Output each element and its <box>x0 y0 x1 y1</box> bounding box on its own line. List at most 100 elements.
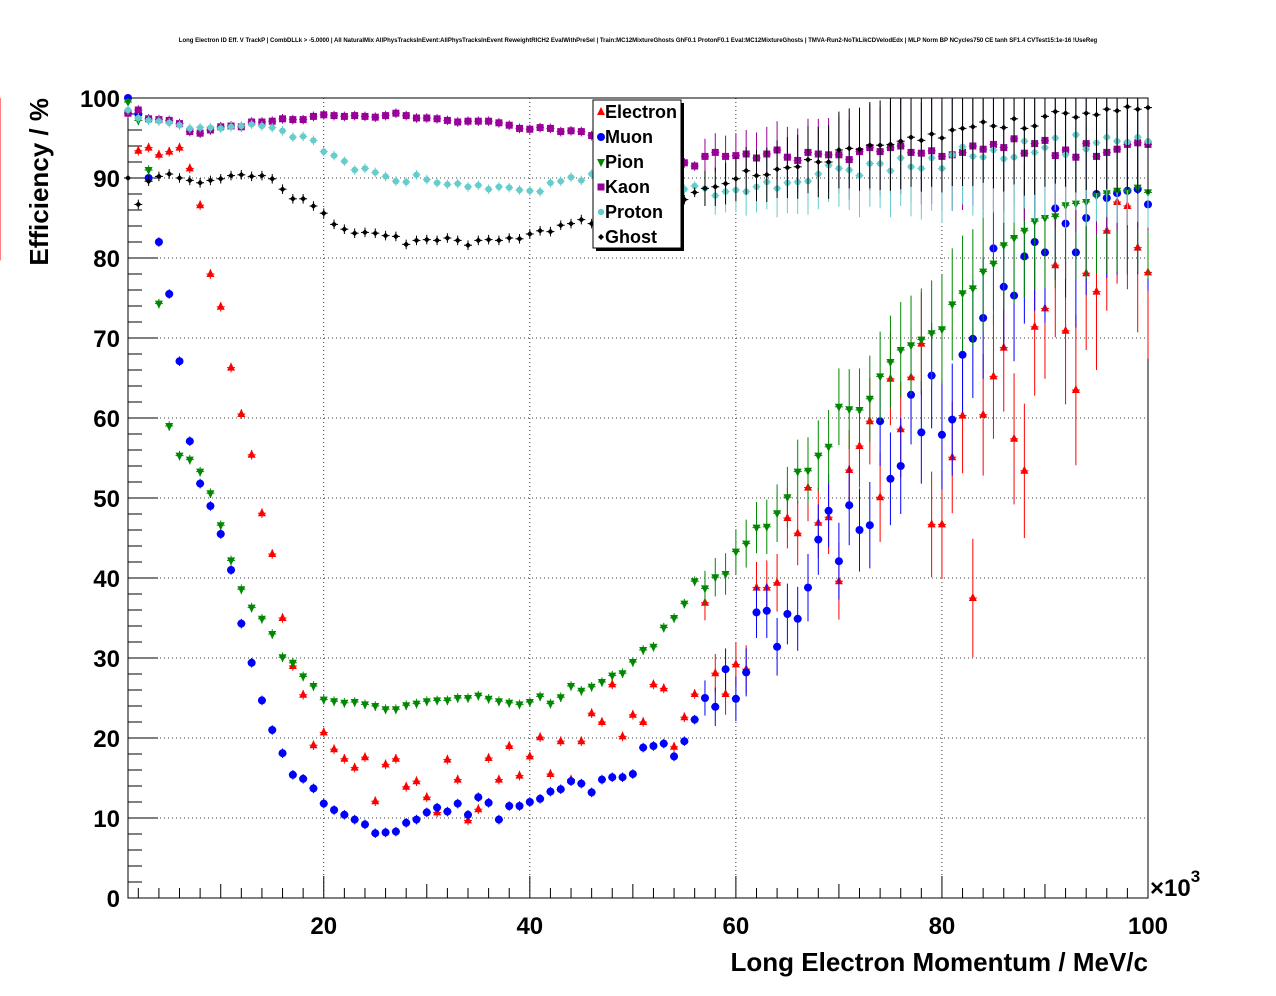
data-point-ghost <box>805 156 811 163</box>
data-point-muon <box>484 798 493 807</box>
data-point-kaon <box>711 148 719 156</box>
data-point-ghost <box>1000 124 1007 131</box>
data-point-electron <box>196 200 205 209</box>
data-point-pion <box>268 631 277 639</box>
data-point-electron <box>731 659 740 668</box>
data-point-ghost <box>969 123 976 130</box>
data-point-ghost <box>887 141 894 148</box>
data-point-ghost <box>794 163 801 170</box>
data-point-muon <box>608 773 617 782</box>
data-point-pion <box>1020 227 1029 236</box>
data-point-pion <box>752 524 761 533</box>
legend-marker-kaon <box>597 183 605 191</box>
data-point-kaon <box>392 109 400 117</box>
data-point-electron <box>278 613 287 621</box>
data-point-muon <box>453 799 462 808</box>
data-point-pion <box>865 395 874 404</box>
data-point-electron <box>515 770 524 779</box>
data-point-proton <box>444 181 451 188</box>
data-point-proton <box>155 118 163 125</box>
data-point-muon <box>804 583 812 592</box>
legend-marker-proton <box>597 208 605 216</box>
data-point-ghost <box>155 173 162 180</box>
data-point-electron <box>443 754 452 763</box>
data-point-electron <box>268 549 277 557</box>
data-point-proton <box>217 125 224 132</box>
data-point-muon <box>494 815 503 824</box>
data-point-proton <box>495 183 503 190</box>
data-point-pion <box>711 574 720 583</box>
data-point-electron <box>793 528 802 537</box>
data-point-ghost <box>1114 107 1121 114</box>
legend-label-muon: Muon <box>605 127 653 147</box>
data-point-pion <box>917 336 926 345</box>
data-point-ghost <box>1134 106 1141 113</box>
data-point-proton <box>485 186 492 193</box>
data-point-muon <box>700 694 709 702</box>
data-point-ghost <box>712 183 719 190</box>
data-point-pion <box>937 326 946 335</box>
data-point-pion <box>494 698 503 707</box>
data-point-muon <box>958 350 967 359</box>
legend: Electron Muon Pion Kaon Proton Ghost <box>592 99 684 251</box>
data-point-muon <box>309 784 318 793</box>
data-point-muon <box>402 818 411 827</box>
data-point-ghost <box>238 171 245 178</box>
data-point-ghost <box>186 177 193 184</box>
data-point-ghost <box>125 175 131 181</box>
data-point-electron <box>257 508 266 517</box>
data-point-pion <box>124 99 132 107</box>
data-point-proton <box>526 187 534 194</box>
data-point-ghost <box>382 232 389 239</box>
data-point-electron <box>154 149 163 158</box>
data-point-pion <box>700 585 709 594</box>
data-point-proton <box>382 173 389 180</box>
data-point-muon <box>330 806 339 814</box>
data-point-pion <box>556 694 565 703</box>
data-point-muon <box>680 737 689 746</box>
data-point-kaon <box>567 127 575 135</box>
y-tick-label: 10 <box>93 806 120 833</box>
data-point-ghost <box>351 230 358 237</box>
data-point-kaon <box>423 114 431 122</box>
data-point-pion <box>196 468 205 477</box>
data-point-kaon <box>722 152 730 160</box>
x-tick-label: 60 <box>723 913 750 940</box>
data-point-electron <box>340 753 349 762</box>
data-point-electron <box>1030 321 1039 330</box>
data-point-muon <box>288 770 297 779</box>
data-point-proton <box>299 133 307 140</box>
data-point-kaon <box>330 112 338 120</box>
data-point-pion <box>639 647 648 655</box>
data-point-electron <box>937 519 946 528</box>
data-point-electron <box>577 736 586 745</box>
x-tick-label: 40 <box>516 913 543 940</box>
data-point-electron <box>474 804 483 813</box>
data-point-proton <box>320 148 327 155</box>
data-point-muon <box>762 606 771 615</box>
data-point-pion <box>628 659 637 667</box>
data-point-pion <box>216 522 225 531</box>
data-point-pion <box>783 494 792 503</box>
data-point-proton <box>227 123 235 130</box>
data-point-muon <box>515 802 524 810</box>
data-point-muon <box>165 290 174 298</box>
data-point-pion <box>247 604 256 613</box>
data-point-ghost <box>743 167 750 174</box>
data-point-pion <box>649 643 658 652</box>
data-point-electron <box>1061 325 1070 334</box>
data-point-electron <box>680 712 689 721</box>
data-point-kaon <box>351 112 359 120</box>
data-point-muon <box>556 785 565 794</box>
data-point-electron <box>721 689 730 697</box>
data-point-proton <box>567 174 575 181</box>
data-point-kaon <box>485 117 493 125</box>
data-point-ghost <box>1041 113 1048 120</box>
data-point-pion <box>742 540 751 549</box>
legend-label-kaon: Kaon <box>605 177 650 197</box>
data-point-pion <box>979 268 988 277</box>
data-point-pion <box>422 698 431 707</box>
data-point-proton <box>248 121 255 128</box>
data-point-proton <box>506 184 513 191</box>
data-point-electron <box>391 753 400 762</box>
